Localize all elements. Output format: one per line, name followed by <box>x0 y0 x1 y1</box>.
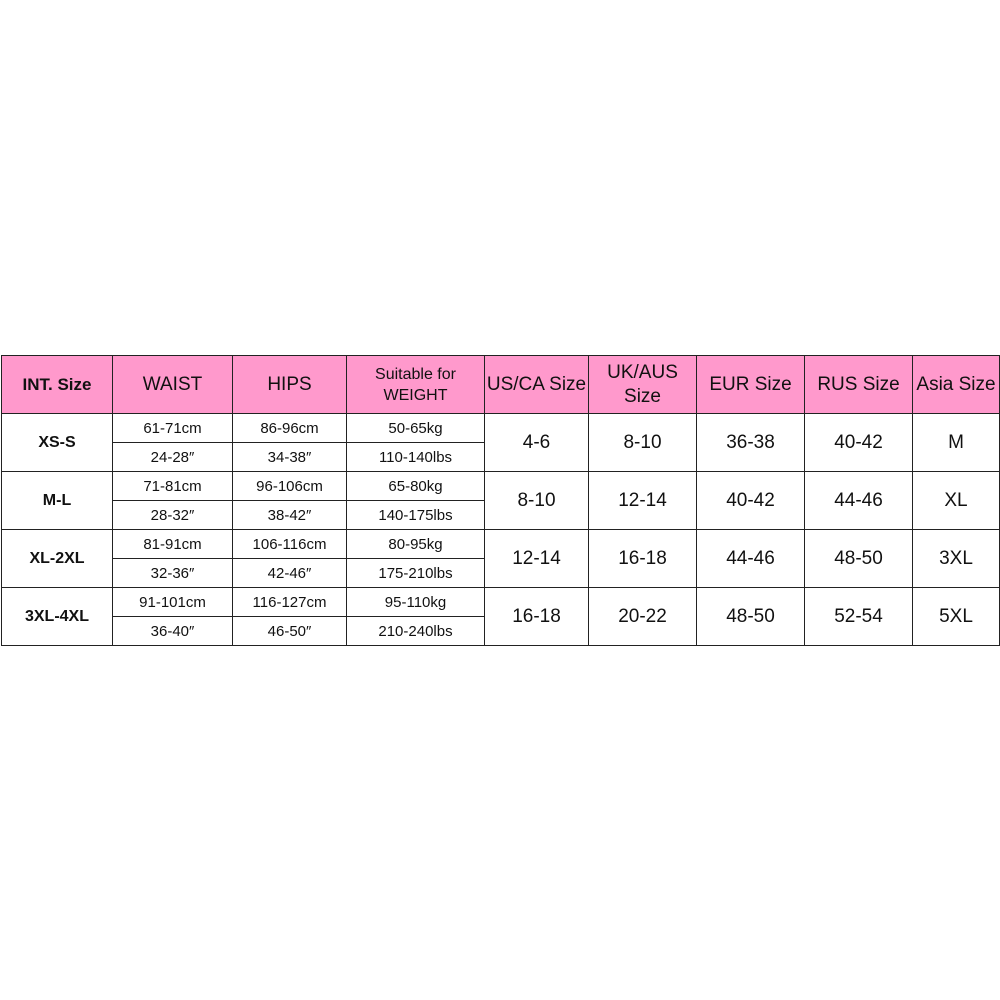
cell-hips-cm: 86-96cm <box>232 413 347 443</box>
cell-weight-kg: 50-65kg <box>346 413 485 443</box>
header-row: INT. Size WAIST HIPS Suitable for WEIGHT… <box>1 355 1000 414</box>
cell-uk: 16-18 <box>588 529 697 588</box>
header-rus: RUS Size <box>804 355 913 414</box>
cell-uk: 8-10 <box>588 413 697 472</box>
cell-weight-lbs: 110-140lbs <box>346 442 485 472</box>
cell-int: M-L <box>1 471 113 530</box>
cell-eur: 44-46 <box>696 529 805 588</box>
cell-eur: 40-42 <box>696 471 805 530</box>
cell-hips-in: 42-46″ <box>232 558 347 588</box>
cell-waist-cm: 61-71cm <box>112 413 233 443</box>
table-row: 28-32″ 38-42″ 140-175lbs <box>2 500 1000 530</box>
cell-us: 12-14 <box>484 529 589 588</box>
cell-int: XL-2XL <box>1 529 113 588</box>
cell-weight-lbs: 210-240lbs <box>346 616 485 646</box>
cell-int: 3XL-4XL <box>1 587 113 646</box>
header-int-size: INT. Size <box>1 355 113 414</box>
cell-weight-kg: 95-110kg <box>346 587 485 617</box>
size-chart-table: INT. Size WAIST HIPS Suitable for WEIGHT… <box>1 355 1000 646</box>
cell-weight-lbs: 175-210lbs <box>346 558 485 588</box>
cell-rus: 40-42 <box>804 413 913 472</box>
header-weight: Suitable for WEIGHT <box>346 355 485 414</box>
header-waist: WAIST <box>112 355 233 414</box>
cell-waist-in: 36-40″ <box>112 616 233 646</box>
header-us-ca: US/CA Size <box>484 355 589 414</box>
cell-hips-in: 34-38″ <box>232 442 347 472</box>
cell-hips-cm: 106-116cm <box>232 529 347 559</box>
cell-waist-cm: 81-91cm <box>112 529 233 559</box>
header-asia: Asia Size <box>912 355 1000 414</box>
header-uk-aus: UK/AUS Size <box>588 355 697 414</box>
cell-asia: M <box>912 413 1000 472</box>
cell-waist-in: 28-32″ <box>112 500 233 530</box>
cell-hips-cm: 116-127cm <box>232 587 347 617</box>
table-row: 36-40″ 46-50″ 210-240lbs <box>2 616 1000 646</box>
cell-hips-cm: 96-106cm <box>232 471 347 501</box>
cell-asia: 5XL <box>912 587 1000 646</box>
header-hips: HIPS <box>232 355 347 414</box>
cell-asia: 3XL <box>912 529 1000 588</box>
table-row: XL-2XL 81-91cm 106-116cm 80-95kg 12-14 16-18 4… <box>1 529 1000 588</box>
cell-rus: 52-54 <box>804 587 913 646</box>
cell-asia: XL <box>912 471 1000 530</box>
cell-waist-cm: 91-101cm <box>112 587 233 617</box>
cell-waist-in: 24-28″ <box>112 442 233 472</box>
cell-int: XS-S <box>1 413 113 472</box>
table-row: 3XL-4XL 91-101cm 116-127cm 95-110kg 16-18 20-… <box>1 587 1000 646</box>
cell-eur: 48-50 <box>696 587 805 646</box>
table-row: 32-36″ 42-46″ 175-210lbs <box>2 558 1000 588</box>
cell-us: 4-6 <box>484 413 589 472</box>
cell-weight-lbs: 140-175lbs <box>346 500 485 530</box>
cell-uk: 20-22 <box>588 587 697 646</box>
cell-hips-in: 46-50″ <box>232 616 347 646</box>
cell-us: 8-10 <box>484 471 589 530</box>
cell-waist-in: 32-36″ <box>112 558 233 588</box>
cell-weight-kg: 65-80kg <box>346 471 485 501</box>
table-row: M-L 71-81cm 96-106cm 65-80kg 8-10 12-14 40-42 4… <box>1 471 1000 530</box>
cell-hips-in: 38-42″ <box>232 500 347 530</box>
header-eur: EUR Size <box>696 355 805 414</box>
cell-uk: 12-14 <box>588 471 697 530</box>
cell-us: 16-18 <box>484 587 589 646</box>
table-row: XS-S 61-71cm 86-96cm 50-65kg 4-6 8-10 36-38 40-… <box>1 413 1000 472</box>
cell-waist-cm: 71-81cm <box>112 471 233 501</box>
table-row: 24-28″ 34-38″ 110-140lbs <box>2 442 1000 472</box>
cell-rus: 44-46 <box>804 471 913 530</box>
cell-rus: 48-50 <box>804 529 913 588</box>
cell-weight-kg: 80-95kg <box>346 529 485 559</box>
cell-eur: 36-38 <box>696 413 805 472</box>
